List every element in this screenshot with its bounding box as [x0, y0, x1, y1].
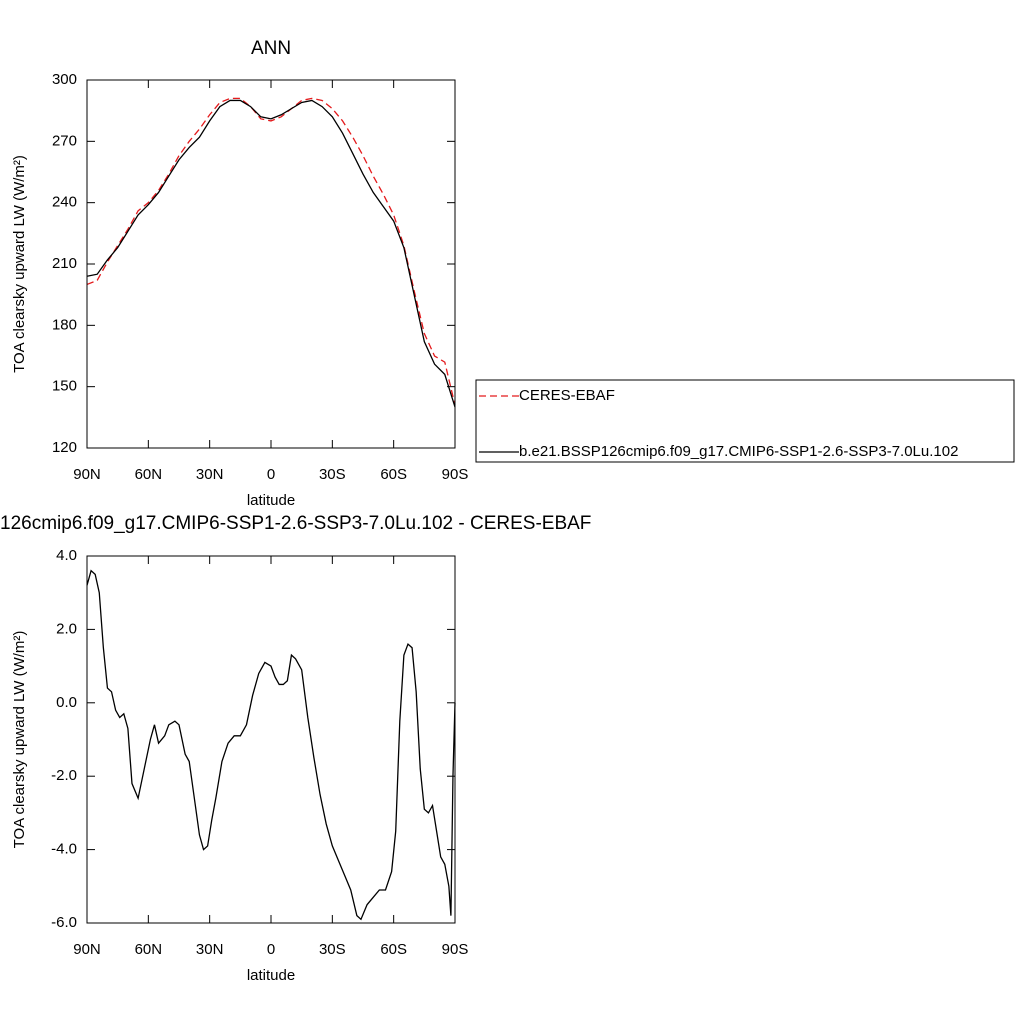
- x-tick-label: 0: [267, 466, 275, 483]
- y-tick-label: 240: [52, 194, 77, 211]
- x-tick-label: 60N: [135, 466, 163, 483]
- x-tick-label: 30S: [319, 941, 346, 958]
- y-tick-label: 180: [52, 316, 77, 333]
- y-tick-label: -6.0: [51, 914, 77, 931]
- y-tick-label: 210: [52, 255, 77, 272]
- legend-label: b.e21.BSSP126cmip6.f09_g17.CMIP6-SSP1-2.…: [519, 443, 958, 460]
- y-tick-label: -4.0: [51, 841, 77, 858]
- data-line: [86, 569, 456, 921]
- y-axis-label: TOA clearsky upward LW (W/m²): [11, 631, 28, 849]
- x-tick-label: 30N: [196, 466, 224, 483]
- x-tick-label: 60S: [380, 941, 407, 958]
- x-tick-label: 30S: [319, 466, 346, 483]
- data-line: [86, 99, 456, 408]
- y-tick-label: 4.0: [56, 547, 77, 564]
- y-tick-label: 2.0: [56, 620, 77, 637]
- x-axis-label: latitude: [247, 492, 295, 509]
- y-tick-label: 270: [52, 132, 77, 149]
- plot-frame: [86, 555, 456, 924]
- y-tick-label: 300: [52, 71, 77, 88]
- legend-box: [475, 379, 1015, 463]
- x-tick-label: 30N: [196, 941, 224, 958]
- plot-frame: [86, 79, 456, 449]
- x-axis-label: latitude: [247, 967, 295, 984]
- chart-title: ANN: [251, 38, 291, 59]
- y-tick-label: 0.0: [56, 694, 77, 711]
- x-tick-label: 90N: [73, 941, 101, 958]
- x-tick-label: 90S: [442, 466, 469, 483]
- x-tick-label: 0: [267, 941, 275, 958]
- x-tick-label: 90N: [73, 466, 101, 483]
- x-tick-label: 60S: [380, 466, 407, 483]
- y-tick-label: -2.0: [51, 767, 77, 784]
- data-line: [86, 97, 456, 406]
- chart-title: 126cmip6.f09_g17.CMIP6-SSP1-2.6-SSP3-7.0…: [0, 513, 591, 534]
- legend-label: CERES-EBAF: [519, 387, 615, 404]
- x-tick-label: 60N: [135, 941, 163, 958]
- y-axis-label: TOA clearsky upward LW (W/m²): [11, 155, 28, 373]
- x-tick-label: 90S: [442, 941, 469, 958]
- y-tick-label: 120: [52, 439, 77, 456]
- y-tick-label: 150: [52, 378, 77, 395]
